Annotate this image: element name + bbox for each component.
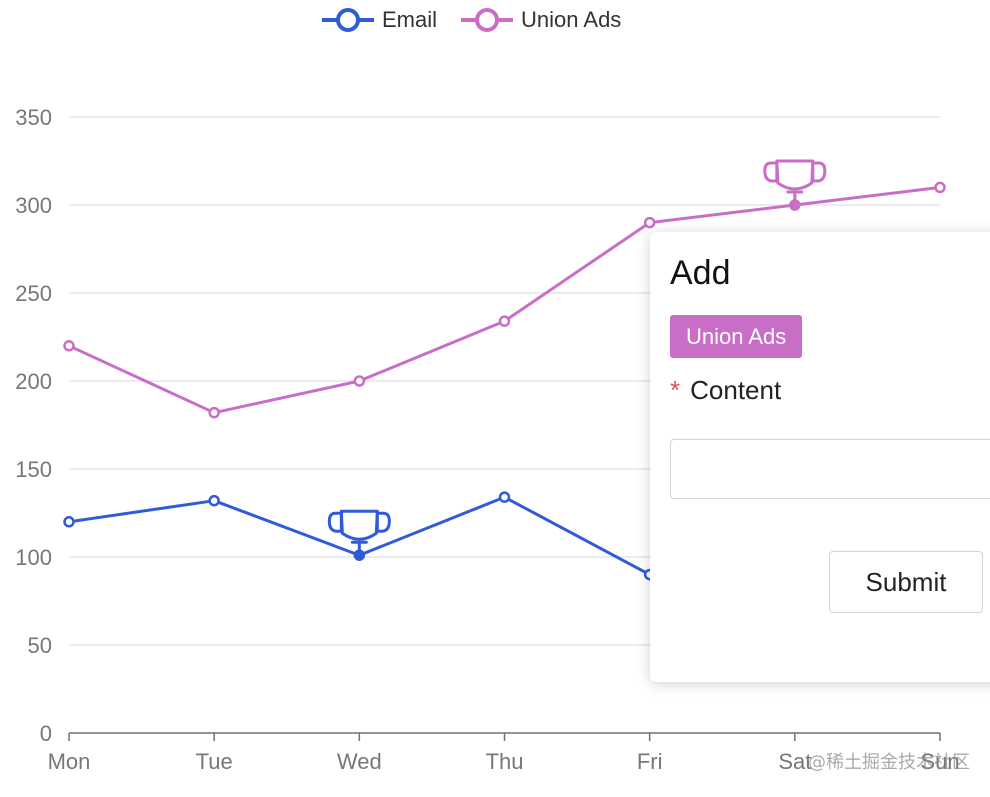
legend-item-union-ads[interactable]: Union Ads <box>461 6 621 34</box>
watermark: @稀土掘金技术社区 <box>808 752 970 773</box>
x-tick-label: Thu <box>486 749 524 774</box>
data-point-union-ads[interactable] <box>353 375 366 387</box>
required-star: * <box>670 375 681 405</box>
panel-title: Add <box>670 254 731 292</box>
y-tick-label: 350 <box>15 105 52 130</box>
trophy-icon <box>327 509 391 561</box>
chart-legend: Email Union Ads <box>322 4 621 36</box>
legend-label-email: Email <box>382 7 438 32</box>
data-point-union-ads[interactable] <box>208 406 220 419</box>
x-tick-label: Mon <box>48 749 91 774</box>
x-tick-label: Sun <box>920 749 959 774</box>
legend-swatch-email <box>322 8 374 32</box>
x-tick-label: Fri <box>637 749 663 774</box>
x-tick-label: Sat <box>778 749 811 774</box>
data-point-union-ads[interactable] <box>643 216 656 229</box>
y-tick-label: 50 <box>28 633 52 658</box>
trophy-icon <box>763 159 827 210</box>
legend-swatch-union-ads <box>461 8 514 32</box>
series-tag: Union Ads <box>670 315 803 358</box>
y-tick-label: 0 <box>40 721 52 746</box>
x-tick-label: Tue <box>196 749 233 774</box>
y-tick-label: 250 <box>15 281 52 306</box>
content-label-text: Content <box>690 375 782 405</box>
y-tick-label: 100 <box>15 545 52 570</box>
y-tick-label: 200 <box>15 369 52 394</box>
legend-label-union-ads: Union Ads <box>521 7 622 32</box>
content-input[interactable] <box>670 439 990 499</box>
data-point-union-ads[interactable] <box>934 181 946 194</box>
x-tick-label: Wed <box>337 749 382 774</box>
y-tick-label: 300 <box>15 193 52 218</box>
submit-button[interactable]: Submit <box>829 551 983 613</box>
data-point-email[interactable] <box>208 494 220 507</box>
data-point-email[interactable] <box>63 516 75 528</box>
data-point-union-ads[interactable] <box>63 340 75 352</box>
legend-item-email[interactable]: Email <box>322 6 437 34</box>
add-panel: Add Union Ads * Content Submit <box>650 232 990 682</box>
data-point-union-ads[interactable] <box>498 315 511 327</box>
content-label: * Content <box>670 375 781 406</box>
y-tick-label: 150 <box>15 457 52 482</box>
data-point-email[interactable] <box>498 491 511 503</box>
